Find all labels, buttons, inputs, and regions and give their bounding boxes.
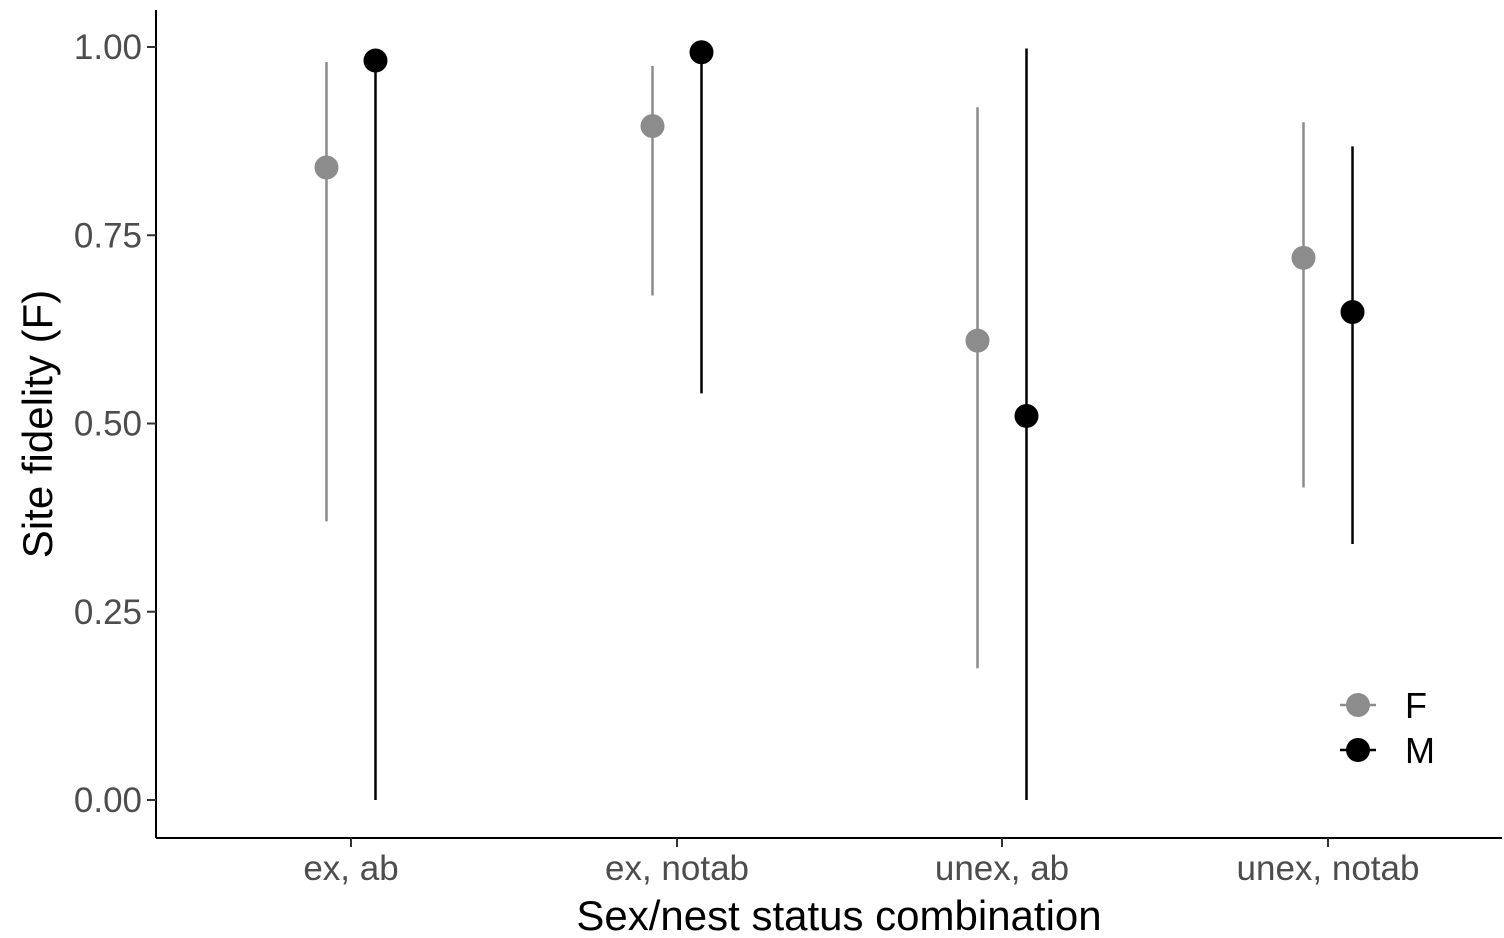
data-point bbox=[314, 155, 339, 180]
series-layer bbox=[314, 40, 1365, 800]
x-axis-ticks: ex, ab ex, notab unex, ab unex, notab bbox=[303, 838, 1419, 888]
y-tick-label: 1.00 bbox=[74, 28, 142, 67]
y-tick-label: 0.50 bbox=[74, 405, 142, 444]
x-tick-label: unex, ab bbox=[935, 849, 1069, 888]
legend-label: M bbox=[1405, 730, 1435, 771]
legend-key-dot bbox=[1346, 738, 1370, 762]
x-tick-label: ex, ab bbox=[303, 849, 398, 888]
legend-item: F bbox=[1340, 685, 1427, 726]
data-point bbox=[1340, 300, 1365, 325]
legend-label: F bbox=[1405, 685, 1427, 726]
x-tick-label: unex, notab bbox=[1237, 849, 1420, 888]
plot-area bbox=[155, 10, 1502, 839]
y-tick-label: 0.75 bbox=[74, 216, 142, 255]
legend-key-dot bbox=[1346, 693, 1370, 717]
y-axis-ticks: 0.00 0.25 0.50 0.75 1.00 bbox=[74, 28, 156, 820]
data-point bbox=[1291, 245, 1316, 270]
series-M bbox=[363, 40, 1365, 800]
data-point bbox=[640, 114, 665, 139]
data-point bbox=[1014, 403, 1039, 428]
y-tick-label: 0.00 bbox=[74, 781, 142, 820]
y-tick-label: 0.25 bbox=[74, 593, 142, 632]
data-point bbox=[965, 328, 990, 353]
x-tick-label: ex, notab bbox=[605, 849, 749, 888]
data-point bbox=[689, 40, 714, 65]
data-point bbox=[363, 48, 388, 73]
y-axis-title: Site fidelity (F) bbox=[14, 290, 61, 558]
series-F bbox=[314, 62, 1316, 669]
legend: FM bbox=[1340, 685, 1435, 771]
x-axis-title: Sex/nest status combination bbox=[576, 892, 1101, 938]
legend-item: M bbox=[1340, 730, 1435, 771]
